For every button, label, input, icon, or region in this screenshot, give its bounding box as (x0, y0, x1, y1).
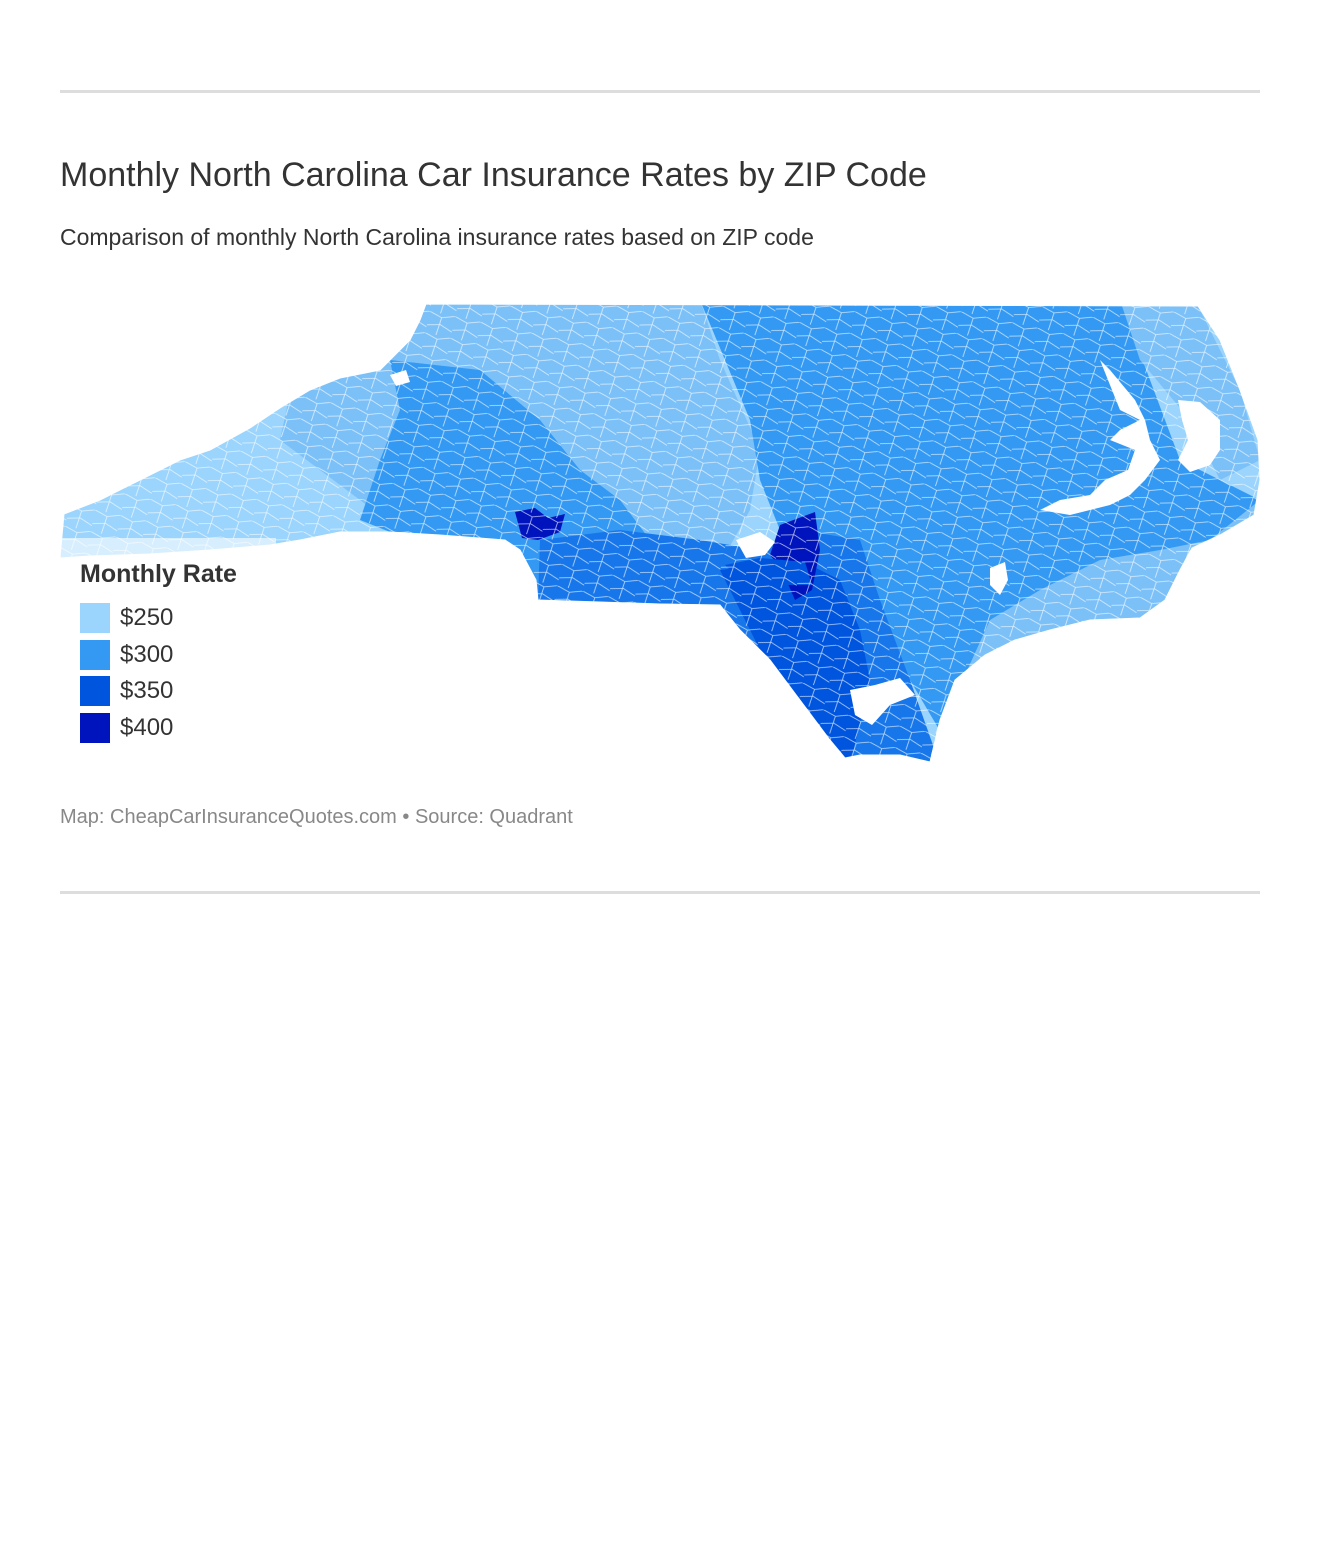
sound-island (1178, 400, 1220, 472)
albemarle-pamlico-sound (1040, 360, 1160, 515)
source-credit: Map: CheapCarInsuranceQuotes.com • Sourc… (60, 806, 573, 828)
neuse-river (990, 562, 1008, 595)
legend-item-350: $350 (80, 673, 237, 710)
legend-swatch (80, 676, 110, 707)
lake-notch (390, 370, 410, 386)
legend-label: $350 (120, 677, 174, 705)
map-regions (60, 304, 1260, 762)
legend-label: $250 (120, 604, 174, 632)
legend-item-250: $250 (80, 600, 237, 637)
legend-label: $400 (120, 713, 174, 741)
legend-backdrop (60, 538, 276, 560)
choropleth-map (60, 303, 1260, 763)
legend-item-400: $400 (80, 710, 237, 747)
page-subtitle: Comparison of monthly North Carolina ins… (60, 224, 814, 250)
state-outline (60, 303, 1260, 763)
legend-swatch (80, 639, 110, 670)
water-bodies (390, 360, 1220, 725)
top-divider (60, 90, 1260, 93)
legend-swatch (80, 603, 110, 634)
legend-title: Monthly Rate (80, 560, 237, 588)
legend-swatch (80, 712, 110, 743)
bottom-divider (60, 891, 1260, 894)
legend-item-300: $300 (80, 637, 237, 674)
zip-boundaries (60, 304, 1260, 762)
legend-label: $300 (120, 640, 174, 668)
jordan-lake (736, 532, 775, 558)
cape-fear-estuary (850, 678, 915, 725)
legend: Monthly Rate $250 $300 $350 $400 (80, 558, 237, 746)
page-title: Monthly North Carolina Car Insurance Rat… (60, 156, 927, 194)
